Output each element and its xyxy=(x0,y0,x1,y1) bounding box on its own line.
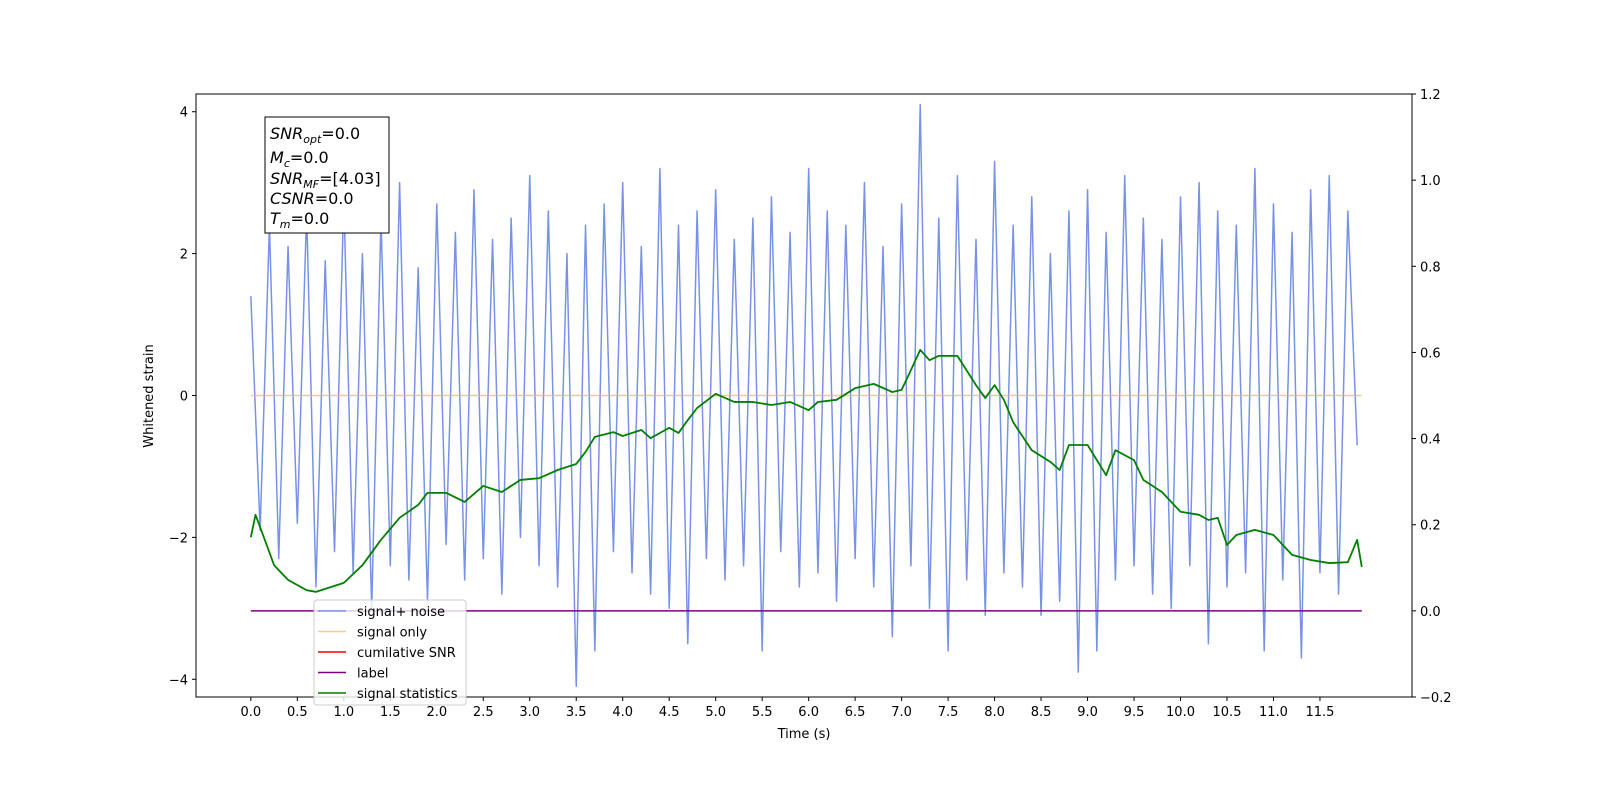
annotation-part: SNR xyxy=(270,169,303,188)
annotation-part: m xyxy=(280,218,291,231)
y2-tick-label: 0.8 xyxy=(1420,260,1441,275)
x-tick-label: 8.5 xyxy=(1031,705,1052,720)
annotation-line: SNRMF=[4.03] xyxy=(270,169,381,191)
x-tick-label: 9.0 xyxy=(1077,705,1098,720)
legend-label: signal+ noise xyxy=(357,605,445,620)
legend-label: cumilative SNR xyxy=(357,646,456,661)
annotation-part: SNR xyxy=(270,124,303,143)
x-tick-label: 4.0 xyxy=(612,705,633,720)
annotation-part: =0.0 xyxy=(315,189,354,208)
y2-tick-label: 1.0 xyxy=(1420,174,1441,189)
x-tick-label: 0.5 xyxy=(287,705,308,720)
y-axis-label: Whitened strain xyxy=(142,344,157,447)
annotation-line: Mc=0.0 xyxy=(270,148,329,170)
legend-label: label xyxy=(357,667,388,682)
x-tick-label: 1.5 xyxy=(380,705,401,720)
y2-tick-label: 0.4 xyxy=(1420,433,1441,448)
annotation-part: M xyxy=(270,148,284,167)
series-line xyxy=(250,103,1358,688)
annotation-part: MF xyxy=(303,178,319,191)
x-tick-label: 0.0 xyxy=(241,705,262,720)
y2-tick-label: 1.2 xyxy=(1420,88,1441,103)
x-tick-label: 3.0 xyxy=(519,705,540,720)
y-tick-label: 0 xyxy=(180,390,188,405)
annotation-line: SNRopt=0.0 xyxy=(270,124,360,146)
x-tick-label: 2.5 xyxy=(473,705,494,720)
y-tick-label: −4 xyxy=(169,673,188,688)
annotation-part: =0.0 xyxy=(321,124,360,143)
x-tick-label: 7.0 xyxy=(891,705,912,720)
annotation-part: CSNR xyxy=(270,189,315,208)
legend-label: signal statistics xyxy=(357,687,458,702)
x-tick-label: 5.5 xyxy=(752,705,773,720)
x-tick-label: 5.0 xyxy=(705,705,726,720)
legend-box xyxy=(313,599,467,706)
y2-tick-label: 0.6 xyxy=(1420,346,1441,361)
annotation-part: =0.0 xyxy=(290,148,329,167)
x-tick-label: 11.5 xyxy=(1305,705,1334,720)
x-tick-label: 2.0 xyxy=(426,705,447,720)
x-tick-label: 8.0 xyxy=(984,705,1005,720)
x-tick-label: 6.0 xyxy=(798,705,819,720)
annotation-line: Tm=0.0 xyxy=(270,209,329,231)
annotation-line: CSNR=0.0 xyxy=(270,189,354,208)
annotation-part: opt xyxy=(303,133,322,146)
annotation-part: =0.0 xyxy=(291,209,330,228)
legend-label: signal only xyxy=(357,626,427,641)
y-tick-label: 2 xyxy=(180,248,188,263)
x-axis-label: Time (s) xyxy=(777,727,831,742)
annotation-part: c xyxy=(284,157,290,170)
y2-tick-label: −0.2 xyxy=(1420,691,1452,706)
y-tick-label: −2 xyxy=(169,531,188,546)
y2-tick-label: 0.0 xyxy=(1420,605,1441,620)
x-tick-label: 10.0 xyxy=(1166,705,1195,720)
annotation-box xyxy=(264,116,390,234)
x-tick-label: 10.5 xyxy=(1213,705,1242,720)
annotation-part: =[4.03] xyxy=(319,169,381,188)
x-tick-label: 4.5 xyxy=(659,705,680,720)
x-tick-label: 6.5 xyxy=(845,705,866,720)
x-tick-label: 9.5 xyxy=(1124,705,1145,720)
x-tick-label: 7.5 xyxy=(938,705,959,720)
x-tick-label: 3.5 xyxy=(566,705,587,720)
x-tick-label: 1.0 xyxy=(333,705,354,720)
x-tick-label: 11.0 xyxy=(1259,705,1288,720)
annotation-part: T xyxy=(270,209,281,228)
series-line xyxy=(249,348,1363,593)
y-tick-label: 4 xyxy=(180,106,188,121)
y2-tick-label: 0.2 xyxy=(1420,519,1441,534)
